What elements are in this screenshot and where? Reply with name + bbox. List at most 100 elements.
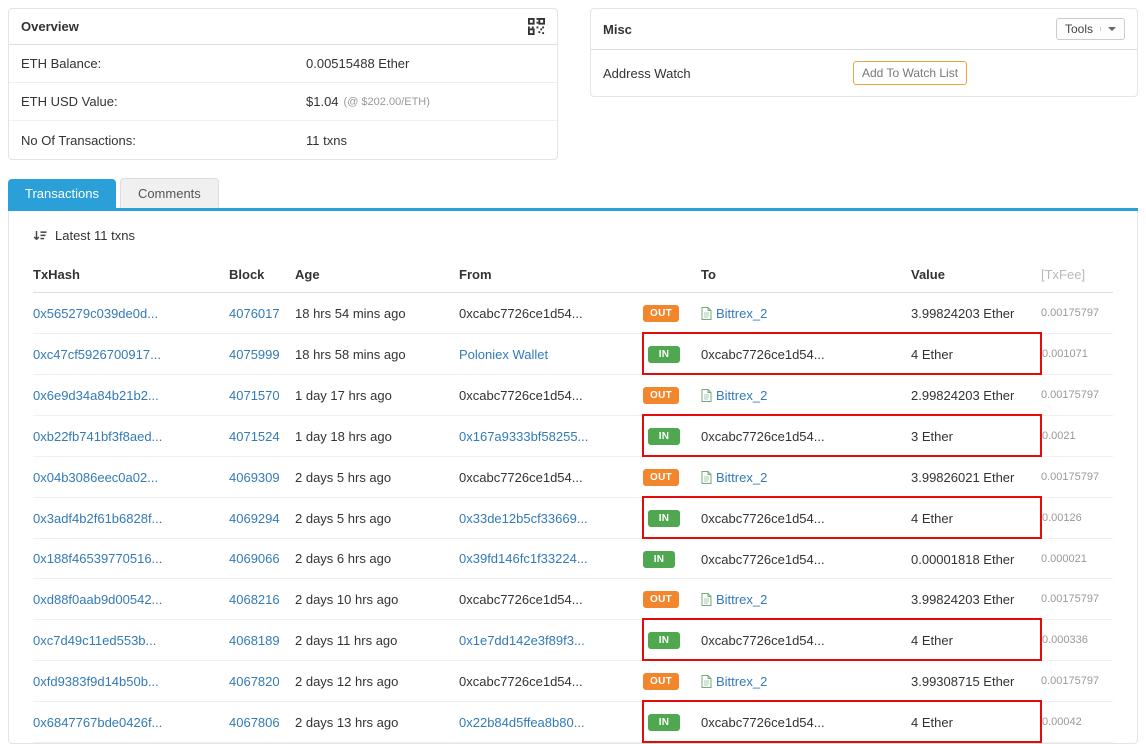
tx-fee: 0.00175797 (1041, 389, 1100, 401)
block-link[interactable]: 4071524 (229, 428, 280, 444)
transaction-row: 0x565279c039de0d... 4076017 18 hrs 54 mi… (33, 292, 1113, 334)
txhash-link[interactable]: 0xfd9383f9d14b50b... (33, 673, 159, 689)
transaction-row: 0xfd9383f9d14b50b... 4067820 2 days 12 h… (33, 660, 1113, 702)
qr-code-icon[interactable] (528, 18, 545, 35)
eth-balance-label: ETH Balance: (21, 56, 102, 71)
tx-age: 2 days 11 hrs ago (295, 632, 398, 648)
direction-badge: OUT (643, 673, 679, 690)
column-header-direction (643, 257, 701, 293)
tools-button[interactable]: Tools (1055, 18, 1125, 40)
tx-value: 2.99824203 Ether (911, 387, 1015, 403)
tools-button-label: Tools (1064, 22, 1093, 36)
from-address[interactable]: 0x39fd146fc1f33224... (459, 551, 588, 567)
column-header-block: Block (229, 257, 295, 293)
tx-value: 4 Ether (911, 510, 953, 526)
block-link[interactable]: 4069066 (229, 551, 280, 567)
block-link[interactable]: 4076017 (229, 305, 280, 321)
transaction-row: 0x3adf4b2f61b6828f... 4069294 2 days 5 h… (33, 496, 1113, 539)
tx-value: 3.99824203 Ether (911, 305, 1015, 321)
txhash-link[interactable]: 0x188f46539770516... (33, 551, 163, 567)
tx-age: 1 day 18 hrs ago (295, 428, 392, 444)
misc-title: Misc (603, 21, 632, 37)
to-address: 0xcabc7726ce1d54... (701, 510, 825, 526)
tx-age: 18 hrs 58 mins ago (295, 346, 406, 362)
tx-age: 2 days 13 hrs ago (295, 714, 399, 730)
address-watch-row: Address Watch Add To Watch List (591, 50, 1137, 96)
table-summary-text: Latest 11 txns (55, 228, 135, 243)
tab-transactions[interactable]: Transactions (8, 179, 116, 208)
eth-usd-value: $1.04 (306, 94, 339, 109)
column-header-from: From (459, 257, 643, 293)
overview-title: Overview (21, 19, 79, 34)
transaction-count-label: No Of Transactions: (21, 132, 136, 148)
tx-age: 2 days 12 hrs ago (295, 673, 399, 689)
from-address[interactable]: Poloniex Wallet (459, 346, 549, 362)
txhash-link[interactable]: 0x3adf4b2f61b6828f... (33, 510, 163, 526)
txhash-link[interactable]: 0xb22fb741bf3f8aed... (33, 428, 163, 444)
direction-badge: IN (643, 551, 675, 568)
to-address[interactable]: Bittrex_2 (716, 387, 768, 403)
overview-panel: Overview ETH Balance: 0.00 (8, 8, 558, 160)
to-address[interactable]: Bittrex_2 (716, 591, 768, 607)
add-to-watch-list-button[interactable]: Add To Watch List (853, 61, 968, 85)
tx-fee: 0.00175797 (1041, 593, 1100, 606)
from-address[interactable]: 0x22b84d5ffea8b80... (459, 714, 585, 730)
to-address[interactable]: Bittrex_2 (716, 305, 768, 321)
from-address: 0xcabc7726ce1d54... (459, 305, 583, 321)
tx-fee: 0.00175797 (1041, 675, 1100, 687)
tab-comments[interactable]: Comments (119, 178, 219, 208)
tx-fee: 0.0021 (1042, 430, 1076, 442)
block-link[interactable]: 4067806 (229, 714, 280, 730)
transaction-row: 0xd88f0aab9d00542... 4068216 2 days 10 h… (33, 578, 1113, 620)
tx-fee: 0.00042 (1042, 716, 1082, 728)
from-address[interactable]: 0x1e7dd142e3f89f3... (459, 632, 585, 648)
document-icon (701, 470, 712, 484)
from-address[interactable]: 0x167a9333bf58255... (459, 428, 589, 444)
to-address[interactable]: Bittrex_2 (716, 469, 768, 485)
overview-header: Overview (9, 9, 557, 45)
from-address[interactable]: 0x33de12b5cf33669... (459, 510, 588, 526)
txhash-link[interactable]: 0x6e9d34a84b21b2... (33, 387, 159, 403)
from-address: 0xcabc7726ce1d54... (459, 591, 583, 607)
block-link[interactable]: 4075999 (229, 346, 280, 362)
txhash-link[interactable]: 0x04b3086eec0a02... (33, 469, 159, 485)
to-address: 0xcabc7726ce1d54... (701, 551, 825, 567)
txhash-link[interactable]: 0x565279c039de0d... (33, 305, 159, 321)
txhash-link[interactable]: 0xc7d49c11ed553b... (33, 632, 157, 648)
tx-value: 3.99826021 Ether (911, 469, 1015, 485)
tx-age: 2 days 6 hrs ago (295, 551, 392, 567)
document-icon (701, 674, 712, 688)
transactions-table: TxHash Block Age From To Value [TxFee] 0… (33, 257, 1113, 743)
block-link[interactable]: 4068216 (229, 591, 280, 607)
direction-badge: OUT (643, 591, 679, 608)
tx-age: 1 day 17 hrs ago (295, 387, 392, 403)
transaction-row: 0x6e9d34a84b21b2... 4071570 1 day 17 hrs… (33, 374, 1113, 416)
column-header-txhash: TxHash (33, 257, 229, 293)
transaction-row: 0x04b3086eec0a02... 4069309 2 days 5 hrs… (33, 456, 1113, 498)
transaction-count-row: No Of Transactions: 11 txns (9, 121, 557, 159)
transaction-count-value: 11 txns (306, 132, 347, 148)
eth-usd-value-row: ETH USD Value: $1.04 (@ $202.00/ETH) (9, 83, 557, 121)
block-link[interactable]: 4071570 (229, 387, 280, 403)
block-link[interactable]: 4068189 (229, 632, 280, 648)
top-panels: Overview ETH Balance: 0.00 (8, 8, 1138, 160)
tx-value: 4 Ether (911, 632, 953, 648)
tx-fee: 0.00175797 (1041, 307, 1100, 320)
direction-badge: IN (648, 428, 680, 445)
direction-badge: IN (648, 632, 680, 649)
from-address: 0xcabc7726ce1d54... (459, 673, 583, 689)
column-header-value: Value (911, 257, 1041, 293)
block-link[interactable]: 4069294 (229, 510, 280, 526)
document-icon (701, 306, 712, 320)
direction-badge: OUT (643, 469, 679, 486)
to-address[interactable]: Bittrex_2 (716, 673, 768, 689)
txhash-link[interactable]: 0xc47cf5926700917... (33, 346, 161, 362)
misc-header: Misc Tools (591, 9, 1137, 50)
direction-badge: IN (648, 714, 680, 731)
block-link[interactable]: 4067820 (229, 673, 280, 689)
txhash-link[interactable]: 0x6847767bde0426f... (33, 714, 163, 730)
to-address: 0xcabc7726ce1d54... (701, 714, 825, 730)
block-link[interactable]: 4069309 (229, 469, 280, 485)
txhash-link[interactable]: 0xd88f0aab9d00542... (33, 591, 163, 607)
